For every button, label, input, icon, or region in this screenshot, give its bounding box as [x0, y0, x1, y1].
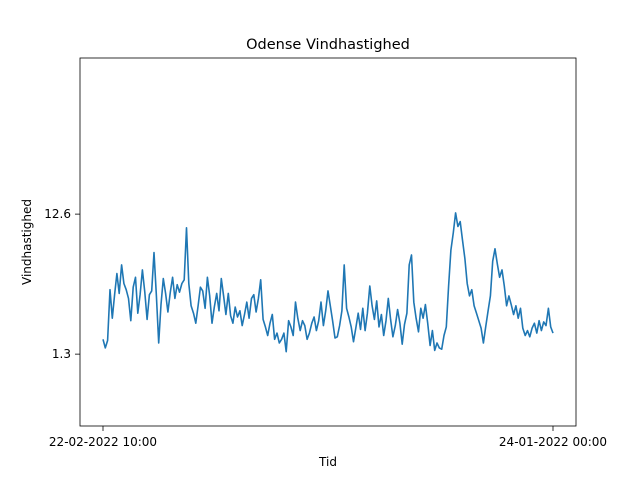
y-tick-label: 1.3	[52, 347, 71, 361]
y-axis-label: Vindhastighed	[20, 199, 34, 285]
x-axis-label: Tid	[318, 455, 337, 469]
y-tick-label: 12.6	[44, 207, 71, 221]
y-axis: 1.3 12.6 Vindhastighed	[20, 199, 80, 361]
x-tick-label: 22-02-2022 10:00	[49, 435, 157, 449]
x-axis: 22-02-2022 10:00 24-01-2022 00:00 Tid	[49, 426, 607, 469]
x-tick-label: 24-01-2022 00:00	[499, 435, 607, 449]
chart-title: Odense Vindhastighed	[246, 37, 410, 53]
wind-speed-line	[102, 212, 554, 353]
plot-area	[79, 57, 577, 427]
plot-frame	[79, 57, 577, 427]
